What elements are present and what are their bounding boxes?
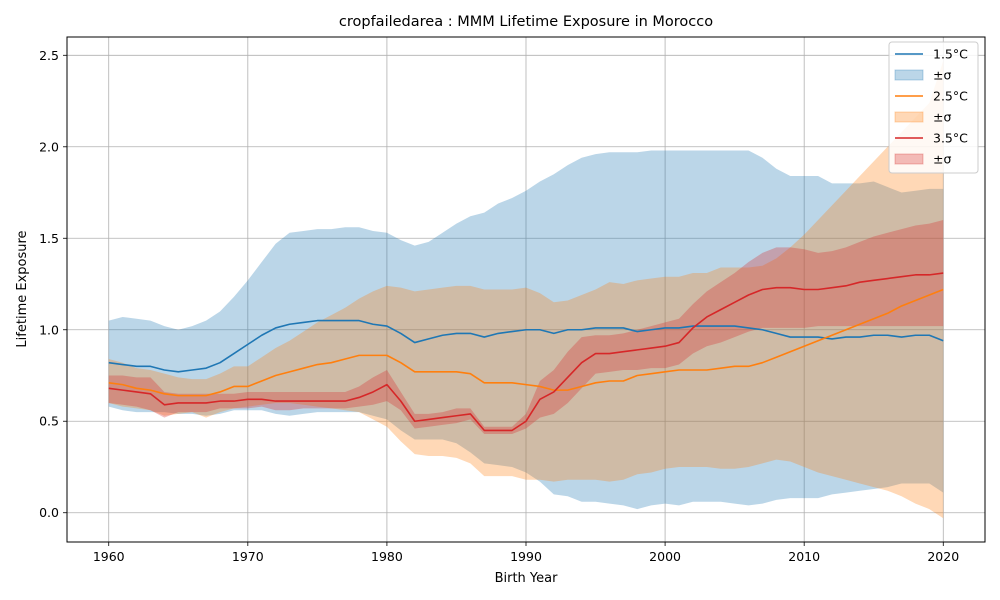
legend-band-swatch: [894, 69, 924, 81]
legend-band-swatch: [894, 153, 924, 165]
x-tick-label: 1970: [232, 549, 264, 564]
x-tick-label: 1990: [510, 549, 542, 564]
legend: 1.5°C ±σ 2.5°C ±σ 3.5°C ±σ: [888, 41, 979, 174]
x-axis-label: Birth Year: [495, 571, 559, 586]
y-tick-label: 2.5: [39, 48, 59, 63]
y-axis-ticks: 0.0 0.5 1.0 1.5 2.0 2.5: [39, 48, 67, 520]
legend-label: 2.5°C: [933, 89, 968, 104]
x-tick-label: 1960: [93, 549, 125, 564]
legend-label: 3.5°C: [933, 131, 968, 146]
legend-label: ±σ: [933, 110, 951, 125]
y-tick-label: 1.5: [39, 231, 59, 246]
x-axis-ticks: 1960 1970 1980 1990 2000 2010 2020: [93, 542, 959, 564]
band-series-3: [108, 219, 944, 435]
y-tick-label: 1.0: [39, 322, 59, 337]
legend-band-swatch: [894, 111, 924, 123]
x-tick-label: 2000: [649, 549, 681, 564]
y-tick-label: 0.5: [39, 414, 59, 429]
x-tick-label: 1980: [371, 549, 403, 564]
legend-label: ±σ: [933, 68, 951, 83]
line-series-3: [108, 272, 944, 432]
x-tick-label: 2020: [927, 549, 959, 564]
legend-label: 1.5°C: [933, 47, 968, 62]
legend-box: [888, 41, 979, 174]
x-tick-label: 2010: [788, 549, 820, 564]
series-lines: [108, 272, 944, 432]
legend-label: ±σ: [933, 152, 951, 167]
band-series-2: [108, 60, 944, 519]
y-tick-label: 0.0: [39, 505, 59, 520]
line-series-1: [108, 319, 944, 373]
chart-title: cropfailedarea : MMM Lifetime Exposure i…: [339, 14, 713, 30]
y-axis-label: Lifetime Exposure: [15, 230, 30, 347]
y-tick-label: 2.0: [39, 139, 59, 154]
line-series-2: [108, 288, 944, 397]
